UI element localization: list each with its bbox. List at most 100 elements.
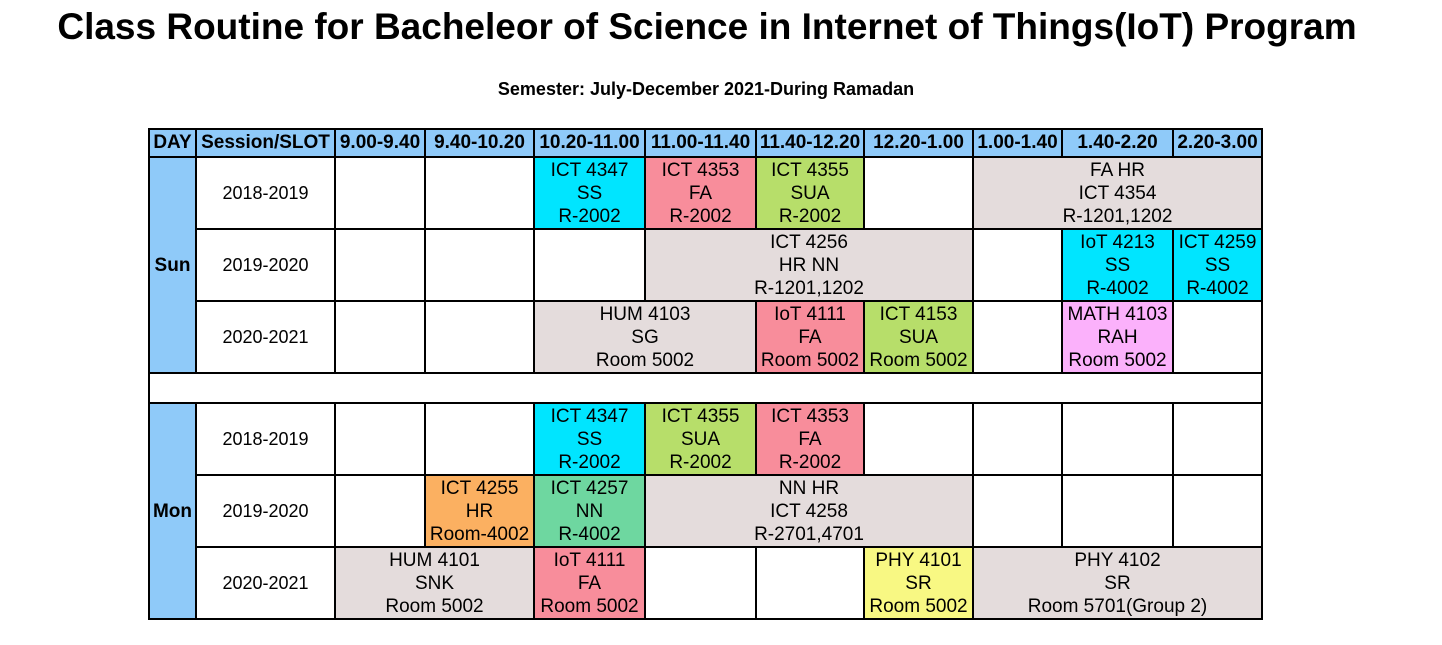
course-code: ICT 4255 <box>440 477 519 499</box>
session-row: 2019-2020 ICT 4255 HR Room-4002 ICT 4257 NN R-… <box>149 474 1263 548</box>
empty-cell <box>1061 474 1174 548</box>
class-cell: ICT 4353 FA R-2002 <box>755 402 865 476</box>
room: Room 5002 <box>869 595 968 617</box>
course-code: ICT 4347 <box>550 159 629 181</box>
instructor: ICT 4258 <box>770 500 848 522</box>
header-slot: 9.00-9.40 <box>334 128 426 158</box>
room: R-2002 <box>669 205 732 227</box>
class-cell: PHY 4102 SR Room 5701(Group 2) <box>972 546 1263 620</box>
course-code: HUM 4103 <box>599 303 691 325</box>
instructor: NN <box>575 500 604 522</box>
day-label: Sun <box>148 156 197 374</box>
room: R-4002 <box>1186 277 1249 299</box>
instructor: SUA <box>680 428 721 450</box>
course-code: ICT 4347 <box>550 405 629 427</box>
session-row: 2020-2021 HUM 4101 SNK Room 5002 IoT 4111 FA R… <box>149 546 1263 620</box>
session-row: Sun 2018-2019 ICT 4347 SS R-2002 ICT 4353 FA R-… <box>148 156 1263 374</box>
empty-cell <box>1172 300 1263 374</box>
empty-cell <box>863 402 974 476</box>
course-code: IoT 4111 <box>774 303 846 325</box>
instructor: SG <box>631 326 659 348</box>
course-code: PHY 4102 <box>1074 549 1161 571</box>
class-cell: IoT 4213 SS R-4002 <box>1061 228 1174 302</box>
course-code: ICT 4355 <box>771 159 849 181</box>
course-code: ICT 4355 <box>661 405 740 427</box>
header-session: Session/SLOT <box>195 128 336 158</box>
header-slot: 12.20-1.00 <box>863 128 974 158</box>
instructor: SS <box>1204 254 1231 276</box>
session-label: 2020-2021 <box>195 300 336 374</box>
header-slot: 1.00-1.40 <box>972 128 1063 158</box>
empty-cell <box>334 402 426 476</box>
room: Room 5002 <box>540 595 639 617</box>
class-cell: IoT 4111 FA Room 5002 <box>755 300 865 374</box>
course-code: NN HR <box>778 477 840 499</box>
room: R-2002 <box>558 451 621 473</box>
course-code: HUM 4101 <box>389 549 480 571</box>
course-code: PHY 4101 <box>875 549 962 571</box>
instructor: SUA <box>898 326 939 348</box>
instructor: SR <box>1104 572 1131 594</box>
room: Room 5002 <box>385 595 484 617</box>
empty-cell <box>334 156 426 230</box>
header-slot: 2.20-3.00 <box>1172 128 1263 158</box>
instructor: RAH <box>1097 326 1138 348</box>
header-row: DAY Session/SLOT 9.00-9.40 9.40-10.20 10… <box>148 128 1263 158</box>
empty-cell <box>972 300 1063 374</box>
room: R-4002 <box>558 523 621 545</box>
instructor: FA <box>577 572 602 594</box>
day-label: Mon <box>148 402 197 620</box>
instructor: SS <box>576 428 603 450</box>
session-label: 2019-2020 <box>195 474 336 548</box>
session-label: 2018-2019 <box>195 402 336 476</box>
course-code: ICT 4353 <box>771 405 849 427</box>
instructor: SS <box>1104 254 1131 276</box>
empty-cell <box>424 228 535 302</box>
header-slot: 11.00-11.40 <box>644 128 757 158</box>
instructor: HR <box>465 500 494 522</box>
semester-subtitle: Semester: July-December 2021-During Rama… <box>497 79 915 99</box>
room: R-2002 <box>669 451 732 473</box>
room: R-1201,1202 <box>754 277 864 299</box>
day-separator <box>148 372 1263 404</box>
session-label: 2018-2019 <box>195 156 336 230</box>
header-slot: 9.40-10.20 <box>424 128 535 158</box>
course-code: ICT 4257 <box>550 477 629 499</box>
empty-cell <box>334 300 426 374</box>
room: R-2002 <box>558 205 621 227</box>
routine-table: DAY Session/SLOT 9.00-9.40 9.40-10.20 10… <box>148 128 1263 620</box>
routine-body: DAY Session/SLOT 9.00-9.40 9.40-10.20 10… <box>148 128 1263 620</box>
instructor: SR <box>905 572 932 594</box>
room: R-2002 <box>778 205 842 227</box>
instructor: SUA <box>790 182 830 204</box>
empty-cell <box>424 402 535 476</box>
empty-cell <box>334 228 426 302</box>
instructor: SS <box>576 182 603 204</box>
class-cell: ICT 4257 NN R-4002 <box>533 474 646 548</box>
course-code: ICT 4153 <box>879 303 958 325</box>
day-separator-row <box>148 372 1263 404</box>
course-code: IoT 4213 <box>1080 231 1155 253</box>
class-cell: ICT 4347 SS R-2002 <box>533 402 646 476</box>
header-slot: 10.20-11.00 <box>533 128 646 158</box>
class-cell: ICT 4347 SS R-2002 <box>533 156 646 230</box>
empty-cell <box>334 474 426 548</box>
class-cell: MATH 4103 RAH Room 5002 <box>1061 300 1174 374</box>
room: R-2002 <box>778 451 842 473</box>
class-cell: ICT 4255 HR Room-4002 <box>424 474 535 548</box>
room: R-1201,1202 <box>1062 205 1173 227</box>
header-day: DAY <box>148 128 197 158</box>
course-code: ICT 4353 <box>661 159 740 181</box>
empty-cell <box>1061 402 1174 476</box>
room: Room 5701(Group 2) <box>1027 595 1208 617</box>
empty-cell <box>972 402 1063 476</box>
session-row: Mon 2018-2019 ICT 4347 SS R-2002 ICT 4355 SUA R… <box>148 402 1263 620</box>
instructor: HR NN <box>778 254 840 276</box>
empty-cell <box>755 546 865 620</box>
empty-cell <box>424 300 535 374</box>
class-cell: NN HR ICT 4258 R-2701,4701 <box>644 474 974 548</box>
session-row: 2020-2021 HUM 4103 SG Room 5002 IoT 4111 FA Ro… <box>149 300 1263 374</box>
class-cell: FA HR ICT 4354 R-1201,1202 <box>972 156 1263 230</box>
class-cell: ICT 4355 SUA R-2002 <box>644 402 757 476</box>
session-row: 2019-2020 ICT 4256 HR NN R-1201,1202 IoT 421… <box>149 228 1263 302</box>
